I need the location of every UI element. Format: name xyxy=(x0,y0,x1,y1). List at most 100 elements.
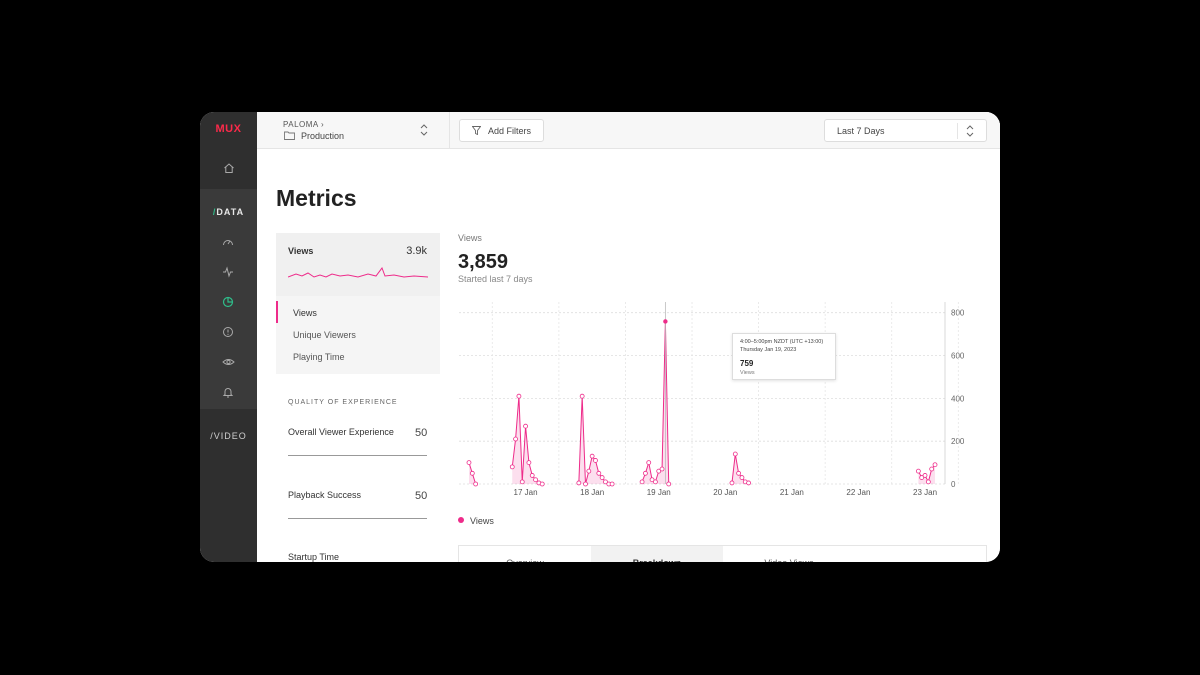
nav-alerts[interactable] xyxy=(218,382,238,402)
top-bar: PALOMA › Production Add Filters Last 7 D… xyxy=(257,112,1000,149)
data-point xyxy=(516,393,522,399)
data-point xyxy=(736,470,742,476)
data-point xyxy=(746,480,752,486)
home-nav[interactable] xyxy=(200,149,257,187)
speedometer-icon xyxy=(223,240,233,246)
score-bar xyxy=(288,518,427,519)
views-sparkline xyxy=(288,266,428,278)
metric-card-label: Views xyxy=(288,246,314,256)
data-point xyxy=(603,479,608,485)
data-point xyxy=(583,481,588,487)
folder-icon xyxy=(284,131,295,140)
summary-subtitle: Started last 7 days xyxy=(458,274,533,284)
data-point xyxy=(922,473,928,478)
data-point xyxy=(659,466,665,472)
legend-dot xyxy=(458,517,464,523)
x-tick-label: 22 Jan xyxy=(846,488,870,497)
chart-legend[interactable]: Views xyxy=(458,516,494,526)
data-point xyxy=(609,481,615,487)
metric-card-views[interactable]: Views 3.9k xyxy=(276,233,440,296)
chart-tooltip: 4:00–5:00pm NZDT (UTC +13:00) Thursday J… xyxy=(732,333,836,380)
x-tick-label: 18 Jan xyxy=(580,488,604,497)
eye-icon xyxy=(221,359,235,365)
data-point xyxy=(473,481,479,487)
metric-views[interactable]: Views xyxy=(293,308,317,318)
legend-label: Views xyxy=(470,516,494,526)
data-point xyxy=(469,470,475,476)
x-tick-label: 20 Jan xyxy=(713,488,737,497)
y-tick-label: 600 xyxy=(951,352,965,361)
data-point xyxy=(646,460,652,465)
metric-playing-time[interactable]: Playing Time xyxy=(293,352,345,362)
data-point xyxy=(729,480,735,486)
data-point xyxy=(576,480,582,486)
add-filters-label: Add Filters xyxy=(488,126,532,136)
data-point xyxy=(466,460,472,465)
bell-icon xyxy=(222,388,234,398)
tooltip-time: 4:00–5:00pm NZDT (UTC +13:00) xyxy=(740,339,824,345)
tab-overview[interactable]: Overview xyxy=(459,546,591,562)
data-point xyxy=(639,479,645,485)
startup-time-label[interactable]: Startup Time xyxy=(288,552,340,562)
x-tick-label: 17 Jan xyxy=(514,488,538,497)
chevron-updown-icon xyxy=(966,125,974,137)
y-tick-label: 200 xyxy=(951,437,965,446)
mux-logo[interactable]: MUX xyxy=(215,123,242,135)
organization-breadcrumb[interactable]: PALOMA › xyxy=(283,120,325,129)
x-tick-label: 21 Jan xyxy=(780,488,804,497)
alert-icon xyxy=(223,327,233,337)
data-point xyxy=(599,475,605,480)
main-content: PALOMA › Production Add Filters Last 7 D… xyxy=(257,112,1000,562)
sidebar: MUX /DATA xyxy=(200,112,257,562)
metric-unique-viewers[interactable]: Unique Viewers xyxy=(293,330,356,340)
environment-selector[interactable]: PALOMA › Production xyxy=(257,112,450,149)
data-section: /DATA xyxy=(200,189,257,409)
tooltip-date: Thursday Jan 19, 2023 xyxy=(740,347,797,353)
environment-name: Production xyxy=(301,131,345,141)
data-point xyxy=(523,423,528,429)
nav-monitoring[interactable] xyxy=(218,262,238,282)
nav-views[interactable] xyxy=(218,352,238,372)
data-point xyxy=(579,393,585,399)
nav-metrics[interactable] xyxy=(218,292,238,312)
data-point xyxy=(652,479,658,485)
score-bar xyxy=(288,455,427,456)
data-point xyxy=(925,479,931,485)
x-tick-label: 19 Jan xyxy=(647,488,671,497)
data-point xyxy=(732,451,738,457)
y-tick-label: 800 xyxy=(951,309,965,318)
home-icon xyxy=(223,163,234,173)
tab-video-views[interactable]: Video Views xyxy=(723,546,855,562)
tooltip-unit: Views xyxy=(740,370,755,376)
video-section-label[interactable]: /VIDEO xyxy=(210,431,247,441)
add-filters-button[interactable]: Add Filters xyxy=(459,119,544,142)
data-point xyxy=(509,464,515,470)
active-indicator xyxy=(276,301,278,323)
nav-performance[interactable] xyxy=(218,232,238,252)
data-point xyxy=(519,479,525,485)
metric-list: Views Unique Viewers Playing Time xyxy=(276,296,440,374)
date-range-select[interactable]: Last 7 Days xyxy=(824,119,987,142)
playback-success-score: 50 xyxy=(415,490,428,502)
data-point xyxy=(533,477,538,483)
data-point xyxy=(666,481,672,487)
chevron-updown-icon xyxy=(420,124,428,136)
series-area xyxy=(642,321,669,484)
playback-success-label[interactable]: Playback Success xyxy=(288,490,362,500)
data-point xyxy=(586,468,592,474)
tab-breakdown[interactable]: Breakdown xyxy=(591,546,723,562)
overall-viewer-experience-score: 50 xyxy=(415,427,428,439)
summary-value: 3,859 xyxy=(458,251,509,273)
data-point xyxy=(915,468,921,474)
data-point xyxy=(593,458,598,463)
data-point xyxy=(513,436,518,442)
metric-card-value: 3.9k xyxy=(406,245,427,257)
data-point xyxy=(932,462,938,468)
overall-viewer-experience-label[interactable]: Overall Viewer Experience xyxy=(288,427,394,437)
data-point xyxy=(919,475,925,480)
highlight-point xyxy=(663,319,668,324)
app-window: MUX /DATA xyxy=(200,112,1000,562)
qoe-heading: QUALITY OF EXPERIENCE xyxy=(288,399,398,406)
nav-errors[interactable] xyxy=(218,322,238,342)
